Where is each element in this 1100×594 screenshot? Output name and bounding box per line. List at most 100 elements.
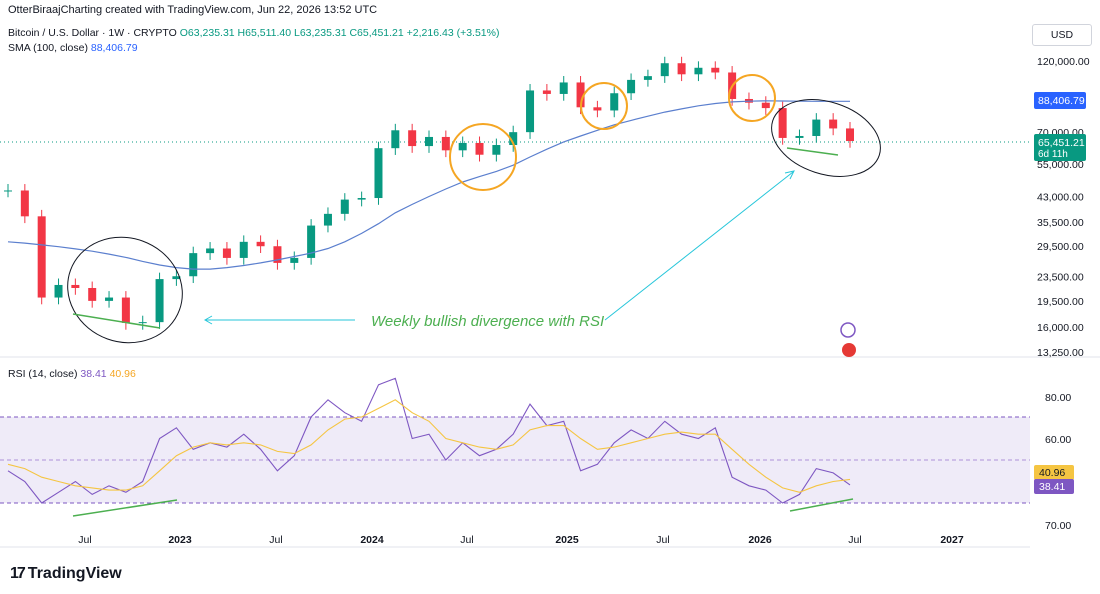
flag-icon[interactable]	[842, 343, 856, 357]
candle-body	[307, 225, 316, 258]
candle-body	[492, 145, 501, 155]
candles-group	[4, 56, 854, 330]
attribution: OtterBiraajCharting created with Trading…	[8, 4, 378, 16]
tv-logo-icon: 17	[10, 565, 26, 582]
price-tick-label: 23,500.00	[1037, 271, 1084, 283]
candle-body	[138, 322, 147, 324]
candle-body	[509, 132, 518, 146]
price-tick-label: 35,500.00	[1037, 217, 1084, 229]
rsi-badge-text: 38.41	[1039, 481, 1065, 493]
sma-legend: SMA (100, close) 88,406.79	[8, 42, 138, 54]
candle-body	[441, 136, 450, 151]
price-tick-label: 29,500.00	[1037, 241, 1084, 253]
time-tick-label: 2023	[168, 534, 192, 546]
price-tick-label: 13,250.00	[1037, 347, 1084, 359]
event-icon[interactable]	[840, 322, 856, 338]
candle-body	[71, 284, 80, 288]
candle-body	[576, 82, 585, 108]
symbol-legend: Bitcoin / U.S. Dollar · 1W · CRYPTO O63,…	[8, 27, 499, 39]
price-tick-label: 43,000.00	[1037, 191, 1084, 203]
time-tick-label: Jul	[269, 534, 282, 546]
candle-body	[846, 128, 854, 142]
sma-line	[7, 100, 850, 270]
rsi-value: 38.41	[80, 368, 107, 380]
candle-body	[222, 248, 231, 258]
candle-body	[391, 130, 400, 149]
candle-body	[829, 119, 838, 129]
rsi-divergence-line-2	[789, 498, 854, 512]
candle-body	[37, 216, 46, 298]
price-tick-label: 19,500.00	[1037, 296, 1084, 308]
arrow-right-head	[784, 170, 795, 180]
candle-body	[795, 135, 804, 138]
price-badge	[1034, 134, 1086, 161]
time-tick-label: 2027	[940, 534, 964, 546]
candle-body	[526, 90, 535, 133]
divergence-annotation: Weekly bullish divergence with RSI	[371, 313, 604, 330]
arrow-right	[604, 171, 794, 321]
time-tick-label: Jul	[78, 534, 91, 546]
time-tick-label: Jul	[848, 534, 861, 546]
candle-body	[458, 142, 467, 151]
price-tick-label: 16,000.00	[1037, 322, 1084, 334]
candle-body	[559, 82, 568, 94]
rsi-legend: RSI (14, close) 38.41 40.96	[8, 368, 136, 380]
candle-body	[627, 79, 636, 94]
candle-body	[273, 246, 282, 263]
candle-body	[54, 284, 63, 298]
orange-circle-1	[449, 123, 517, 191]
rsi-tick-label: 80.00	[1045, 392, 1071, 404]
candle-body	[542, 90, 551, 94]
rsi-ma-line	[7, 399, 851, 493]
candle-body	[778, 108, 787, 138]
ohlc-values: O63,235.31 H65,511.40 L63,235.31 C65,451…	[179, 27, 500, 39]
time-tick-label: 2026	[748, 534, 772, 546]
brand-name: TradingView	[27, 565, 122, 582]
candle-body	[812, 119, 821, 136]
candle-body	[189, 253, 198, 277]
rsi-tick-label: 70.00	[1045, 520, 1071, 532]
sma-label: SMA (100, close)	[8, 42, 88, 54]
candle-body	[694, 67, 703, 75]
candle-body	[256, 241, 265, 247]
price-tick-label: 120,000.00	[1037, 56, 1090, 68]
rsi-ma-badge-text: 40.96	[1039, 467, 1065, 479]
candle-body	[408, 130, 417, 147]
sma-value: 88,406.79	[90, 42, 138, 54]
candle-body	[761, 102, 770, 109]
candle-body	[323, 213, 332, 226]
candle-body	[206, 248, 215, 254]
rsi-divergence-line-1	[72, 499, 178, 517]
time-tick-label: Jul	[656, 534, 669, 546]
candle-body	[677, 63, 686, 75]
orange-circle-3	[728, 74, 776, 122]
symbol-title: Bitcoin / U.S. Dollar · 1W · CRYPTO	[8, 27, 177, 39]
rsi-ma-badge	[1034, 465, 1074, 480]
price-divergence-line-2	[786, 147, 839, 156]
sma-badge	[1034, 92, 1086, 109]
rsi-badge	[1034, 479, 1074, 494]
candle-body	[610, 93, 619, 111]
sma-badge-text: 88,406.79	[1038, 95, 1085, 107]
brand-logo: 17 TradingView	[10, 565, 122, 583]
candle-body	[374, 148, 383, 199]
price-badge-text: 65,451.21	[1038, 137, 1085, 149]
rsi-ma-value: 40.96	[109, 368, 136, 380]
rsi-line	[7, 377, 851, 504]
circle-2022-low	[67, 236, 183, 344]
currency-button[interactable]: USD	[1032, 24, 1092, 46]
candle-body	[643, 76, 652, 80]
candle-body	[593, 107, 602, 111]
arrow-left-head	[203, 315, 213, 325]
price-tick-label: 55,000.00	[1037, 159, 1084, 171]
candle-body	[425, 136, 433, 147]
candle-body	[290, 257, 299, 263]
price-divergence-line-1	[72, 313, 161, 329]
time-tick-label: 2024	[360, 534, 384, 546]
candle-body	[660, 63, 669, 77]
time-tick-label: Jul	[460, 534, 473, 546]
rsi-tick-label: 60.00	[1045, 434, 1071, 446]
axis-ticks: 120,000.0070,000.0055,000.0043,000.0035,…	[78, 56, 1089, 546]
candle-body	[711, 67, 720, 73]
